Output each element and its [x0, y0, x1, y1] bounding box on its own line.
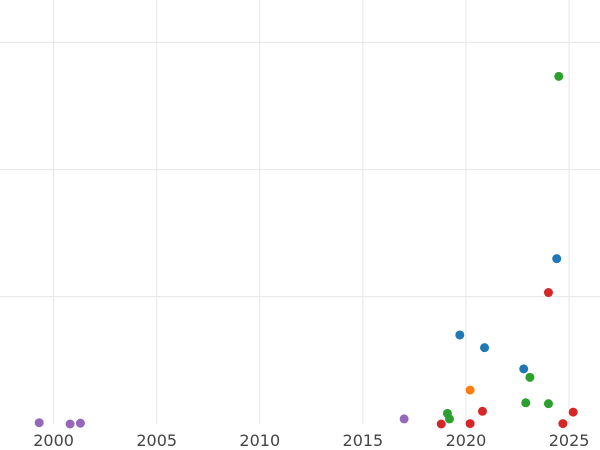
data-point-series-4-2 — [75, 418, 85, 428]
data-point-series-4-3 — [399, 414, 409, 424]
data-point-series-1-0 — [465, 385, 475, 395]
data-point-series-0-2 — [519, 364, 529, 374]
data-point-series-2-1 — [444, 414, 454, 424]
data-point-series-0-1 — [480, 343, 490, 353]
data-point-series-3-3 — [543, 288, 553, 298]
data-point-series-0-0 — [455, 330, 465, 340]
data-point-series-3-4 — [558, 419, 568, 429]
data-point-series-0-3 — [552, 254, 562, 264]
data-point-series-2-3 — [525, 372, 535, 382]
data-point-series-3-5 — [568, 407, 578, 417]
x-tick-label: 2015 — [343, 431, 384, 450]
grid-lines — [0, 0, 600, 424]
data-point-series-2-5 — [554, 71, 564, 81]
x-tick-label: 2020 — [446, 431, 487, 450]
x-tick-label: 2025 — [549, 431, 590, 450]
data-point-series-2-2 — [521, 398, 531, 408]
data-point-series-4-0 — [34, 418, 44, 428]
data-point-series-2-4 — [543, 399, 553, 409]
data-point-series-4-1 — [65, 419, 75, 429]
data-point-series-3-0 — [436, 419, 446, 429]
data-point-series-3-2 — [477, 406, 487, 416]
x-axis-tick-labels: 2000 2005 2010 2015 2020 2025 — [33, 431, 589, 450]
x-tick-label: 2010 — [239, 431, 280, 450]
data-points — [34, 71, 578, 429]
x-tick-label: 2000 — [33, 431, 74, 450]
data-point-series-3-1 — [465, 419, 475, 429]
x-tick-label: 2005 — [136, 431, 177, 450]
